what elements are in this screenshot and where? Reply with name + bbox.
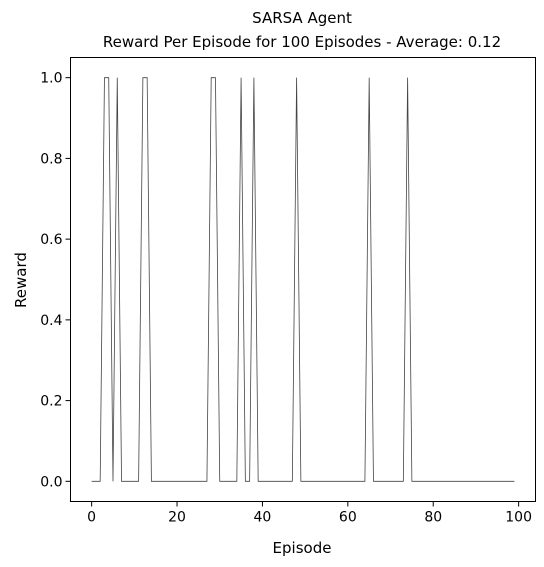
chart-subtitle: Reward Per Episode for 100 Episodes - Av…: [103, 33, 501, 51]
x-tick-label: 80: [424, 510, 442, 526]
y-tick-label: 0.6: [40, 232, 62, 248]
chart-title: SARSA Agent: [252, 9, 352, 27]
y-tick-label: 0.4: [40, 313, 62, 329]
x-tick-label: 100: [505, 510, 532, 526]
y-axis-ticks: 0.0 0.2 0.4 0.6 0.8 1.0: [40, 71, 71, 490]
x-tick-label: 20: [168, 510, 186, 526]
x-tick-label: 0: [87, 510, 96, 526]
plot-frame: [70, 57, 536, 502]
reward-series-line: [91, 77, 515, 482]
y-tick-label: 0.2: [40, 394, 62, 410]
x-axis-ticks: 0 20 40 60 80 100: [87, 501, 532, 526]
y-axis-label: Reward: [12, 252, 30, 308]
x-tick-label: 60: [339, 510, 357, 526]
y-tick-label: 0.8: [40, 151, 62, 167]
x-tick-label: 40: [254, 510, 272, 526]
y-tick-label: 0.0: [40, 474, 62, 490]
y-tick-label: 1.0: [40, 71, 62, 87]
x-axis-label: Episode: [273, 539, 332, 557]
